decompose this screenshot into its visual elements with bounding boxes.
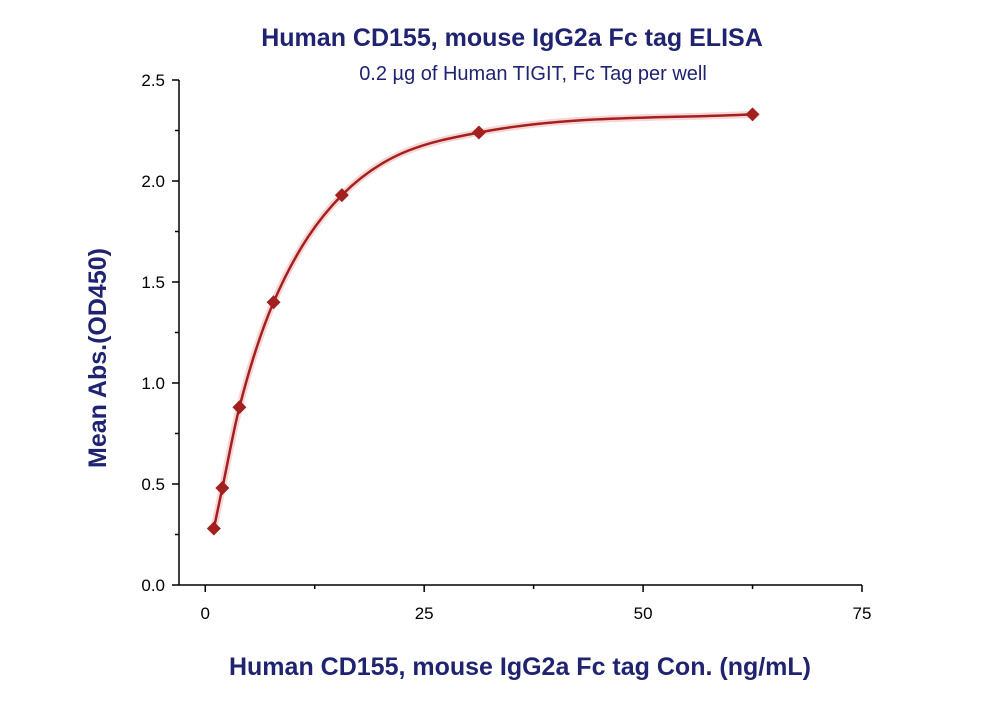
- chart-title: Human CD155, mouse IgG2a Fc tag ELISA: [261, 24, 763, 52]
- plot-area: 0.0 0.5 1.0 1.5 2.0 2.5 0 25 50 75: [141, 71, 871, 623]
- fit-curve-glow: [210, 110, 757, 532]
- y-tick-label: 2.5: [141, 71, 165, 90]
- data-point-marker: [266, 295, 281, 310]
- y-tick-label: 1.5: [141, 273, 165, 292]
- y-tick-label: 0.0: [141, 576, 165, 595]
- data-point-marker: [745, 107, 760, 122]
- x-tick-label: 50: [634, 604, 653, 623]
- data-point-marker: [334, 188, 349, 203]
- x-axis-label: Human CD155, mouse IgG2a Fc tag Con. (ng…: [229, 653, 811, 681]
- fit-curve: [212, 113, 754, 530]
- y-tick-label: 2.0: [141, 172, 165, 191]
- x-tick-label: 75: [853, 604, 872, 623]
- y-axis-label: Mean Abs.(OD450): [84, 248, 112, 468]
- y-tick-label: 1.0: [141, 374, 165, 393]
- data-point-marker: [215, 481, 230, 496]
- chart-subtitle: 0.2 µg of Human TIGIT, Fc Tag per well: [359, 63, 707, 85]
- data-point-marker: [232, 400, 247, 415]
- x-tick-label: 0: [201, 604, 210, 623]
- data-point-marker: [206, 521, 221, 536]
- x-tick-label: 25: [415, 604, 434, 623]
- data-point-marker: [471, 125, 486, 140]
- y-tick-label: 0.5: [141, 475, 165, 494]
